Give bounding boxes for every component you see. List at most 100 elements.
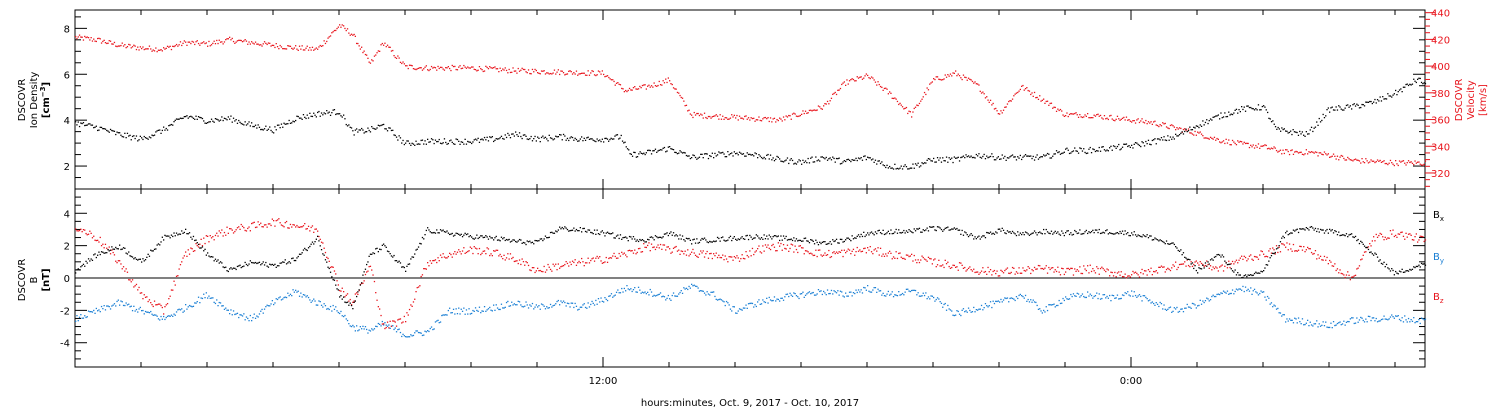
data-point <box>91 40 94 42</box>
data-point <box>93 235 95 237</box>
data-point <box>742 307 745 309</box>
data-point <box>1089 264 1091 266</box>
data-point <box>728 237 730 239</box>
data-point <box>333 308 336 310</box>
data-point <box>834 291 836 293</box>
data-point <box>1057 151 1059 154</box>
data-point <box>995 300 997 302</box>
data-point <box>889 233 891 235</box>
data-point <box>1259 254 1261 256</box>
data-point <box>389 127 391 129</box>
data-point <box>931 295 933 297</box>
data-point <box>681 292 684 294</box>
data-point <box>904 291 906 293</box>
data-point <box>348 124 350 126</box>
data-point <box>555 230 557 232</box>
data-point <box>106 247 108 249</box>
data-point <box>1155 143 1157 145</box>
data-point <box>468 250 470 252</box>
data-point <box>1278 312 1280 314</box>
data-point <box>218 262 220 264</box>
data-point <box>740 237 742 239</box>
data-point <box>163 315 165 318</box>
data-point <box>687 249 689 251</box>
data-point <box>1250 106 1252 109</box>
data-point <box>892 168 895 170</box>
data-point <box>1172 264 1174 266</box>
data-point <box>135 283 138 286</box>
data-point <box>1407 233 1410 235</box>
data-point <box>375 54 377 56</box>
data-point <box>515 260 517 262</box>
data-point <box>1363 321 1366 323</box>
data-point <box>343 114 345 116</box>
data-point <box>257 124 259 126</box>
data-point <box>511 240 513 242</box>
data-point <box>675 245 677 248</box>
data-point <box>84 229 86 231</box>
data-point <box>812 240 814 242</box>
data-point <box>645 241 647 243</box>
data-point <box>533 138 535 140</box>
data-point <box>1189 132 1191 134</box>
data-point <box>1015 159 1018 161</box>
data-point <box>1234 261 1236 263</box>
data-point <box>139 135 141 137</box>
data-point <box>835 157 838 160</box>
data-point <box>1194 130 1196 133</box>
data-point <box>854 159 856 161</box>
data-point <box>405 321 407 323</box>
data-point <box>819 160 821 162</box>
data-point <box>1341 109 1344 111</box>
data-point <box>125 137 127 139</box>
data-point <box>903 108 905 110</box>
data-point <box>894 257 896 259</box>
data-point <box>505 257 508 259</box>
data-point <box>379 323 381 325</box>
data-point <box>1080 116 1082 118</box>
data-point <box>1172 125 1174 127</box>
data-point <box>1353 103 1355 105</box>
data-point <box>834 252 836 255</box>
data-point <box>942 79 944 81</box>
data-point <box>1290 130 1292 132</box>
data-point <box>102 251 104 253</box>
data-point <box>367 332 369 334</box>
data-point <box>1134 271 1137 273</box>
data-point <box>421 69 424 71</box>
data-point <box>1410 161 1412 163</box>
data-point <box>1219 141 1221 143</box>
data-point <box>302 114 305 116</box>
data-point <box>952 161 954 164</box>
data-point <box>1274 147 1276 149</box>
data-point <box>1070 293 1072 296</box>
data-point <box>667 294 669 297</box>
data-point <box>1109 275 1111 277</box>
data-point <box>645 88 647 90</box>
data-point <box>266 129 268 131</box>
data-point <box>201 297 204 300</box>
data-point <box>945 156 948 158</box>
data-point <box>944 302 946 305</box>
data-point <box>1222 290 1225 292</box>
data-point <box>667 246 669 248</box>
data-point <box>219 261 222 263</box>
data-point <box>588 229 591 231</box>
data-point <box>1366 101 1368 103</box>
data-point <box>729 256 732 258</box>
data-point <box>402 139 404 142</box>
data-point <box>588 262 591 264</box>
top-right-tick-label: 440 <box>1431 9 1450 20</box>
data-point <box>780 235 782 237</box>
data-point <box>841 83 843 86</box>
data-point <box>359 129 361 131</box>
data-point <box>1238 141 1240 143</box>
data-point <box>1225 292 1227 294</box>
data-point <box>175 43 178 46</box>
data-point <box>771 244 773 247</box>
data-point <box>700 153 702 155</box>
data-point <box>1360 106 1362 109</box>
data-point <box>276 46 279 48</box>
data-point <box>117 132 119 134</box>
data-point <box>1272 306 1274 308</box>
